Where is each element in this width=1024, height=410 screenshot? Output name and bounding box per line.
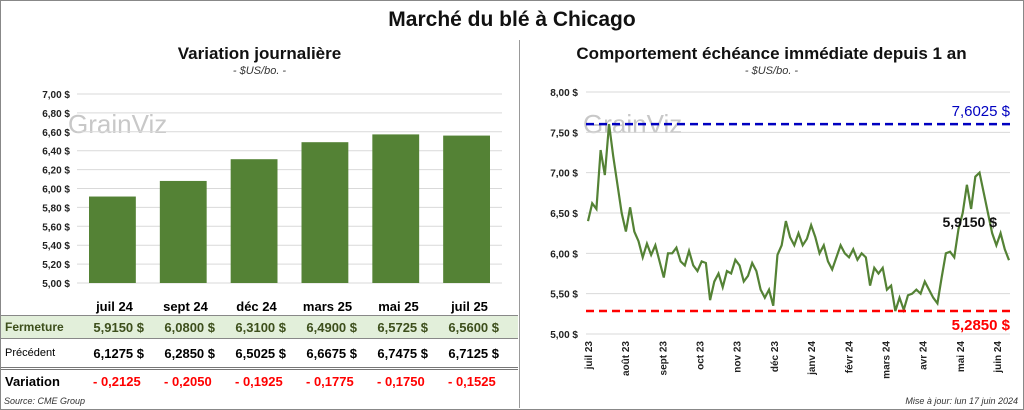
col-header: sept 24 (163, 299, 208, 314)
y-tick-label: 7,00 $ (550, 169, 578, 180)
x-tick-label: juin 24 (993, 341, 1004, 374)
cell: 6,4900 $ (306, 319, 357, 335)
y-tick-label: 8,00 $ (550, 88, 578, 99)
row-label: Fermeture (5, 320, 64, 334)
y-tick-label: 6,00 $ (550, 249, 578, 260)
y-tick-label: 5,40 $ (42, 241, 70, 252)
cell: 6,5600 $ (448, 319, 499, 335)
low-label: 5,2850 $ (952, 317, 1011, 334)
cell: 6,1275 $ (93, 345, 144, 361)
x-tick-label: nov 23 (733, 341, 744, 373)
y-tick-label: 5,00 $ (550, 330, 578, 341)
bar-chart-title: Variation journalière (177, 44, 342, 63)
cell: 6,5025 $ (235, 345, 286, 361)
col-header: juil 24 (96, 299, 133, 314)
x-tick-label: mars 24 (881, 341, 892, 379)
bar-mai 25 (372, 134, 420, 283)
col-header: mai 25 (378, 299, 419, 314)
x-tick-label: juil 23 (584, 341, 595, 371)
y-tick-label: 6,60 $ (42, 128, 70, 139)
y-tick-label: 6,00 $ (42, 185, 70, 196)
y-tick-label: 7,50 $ (550, 128, 578, 139)
bar-mars 25 (301, 142, 349, 283)
table-row-precedent: Précédent 6,1275 $ 6,2850 $ 6,5025 $ 6,6… (1, 340, 518, 366)
bar-chart-unit: - $US/bo. - (232, 65, 287, 77)
price-line (586, 123, 1011, 314)
x-tick-label: mai 24 (956, 341, 967, 373)
col-header: mars 25 (302, 299, 353, 314)
bar-sept 24 (159, 180, 207, 283)
high-label: 7,6025 $ (952, 103, 1011, 120)
table-row-fermeture: Fermeture 5,9150 $ 6,0800 $ 6,3100 $ 6,4… (1, 315, 518, 339)
update-note: Mise à jour: lun 17 juin 2024 (905, 396, 1018, 406)
y-tick-label: 6,80 $ (42, 109, 70, 120)
line-chart-unit: - $US/bo. - (744, 65, 799, 77)
bar-juil 24 (89, 196, 136, 283)
y-tick-label: 5,20 $ (42, 260, 70, 271)
x-tick-label: août 23 (621, 341, 632, 376)
cell: 6,7125 $ (448, 345, 499, 361)
cell: - 0,2050 (164, 374, 212, 389)
y-tick-label: 5,80 $ (42, 203, 70, 214)
cell: 6,2850 $ (164, 345, 215, 361)
last-price-label: 5,9150 $ (943, 214, 998, 230)
cell: - 0,1525 (448, 374, 496, 389)
y-tick-label: 5,00 $ (42, 279, 70, 290)
table-header-row: juil 24 sept 24 déc 24 mars 25 mai 25 ju… (1, 298, 518, 315)
x-tick-label: déc 23 (770, 341, 781, 373)
y-tick-label: 5,50 $ (550, 290, 578, 301)
table-row-variation: Variation - 0,2125 - 0,2050 - 0,1925 - 0… (1, 367, 518, 393)
cell: 6,0800 $ (164, 319, 215, 335)
bar-déc 24 (230, 159, 278, 283)
x-tick-label: avr 24 (919, 341, 930, 370)
y-tick-label: 6,40 $ (42, 147, 70, 158)
watermark-logo: GrainViz (68, 109, 167, 139)
panel-divider (519, 40, 520, 408)
x-tick-label: sept 23 (658, 341, 669, 376)
cell: 6,7475 $ (377, 345, 428, 361)
cell: - 0,1750 (377, 374, 425, 389)
col-header: déc 24 (236, 299, 277, 314)
x-tick-label: janv 24 (807, 341, 818, 376)
cell: 5,9150 $ (93, 319, 144, 335)
main-title: Marché du blé à Chicago (388, 8, 636, 31)
source-note: Source: CME Group (4, 396, 86, 406)
line-chart-title: Comportement échéance immédiate depuis 1… (576, 44, 967, 63)
x-tick-label: févr 24 (844, 341, 855, 374)
bar-juil 25 (443, 135, 490, 283)
y-tick-label: 6,50 $ (550, 209, 578, 220)
y-tick-label: 6,20 $ (42, 166, 70, 177)
cell: 6,6675 $ (306, 345, 357, 361)
x-tick-label: oct 23 (696, 341, 707, 370)
cell: - 0,1775 (306, 374, 354, 389)
y-tick-label: 7,00 $ (42, 90, 70, 101)
cell: - 0,2125 (93, 374, 141, 389)
cell: 6,5725 $ (377, 319, 428, 335)
cell: - 0,1925 (235, 374, 283, 389)
y-tick-label: 5,60 $ (42, 222, 70, 233)
cell: 6,3100 $ (235, 319, 286, 335)
col-header: juil 25 (451, 299, 488, 314)
row-label: Variation (5, 374, 60, 389)
row-label: Précédent (5, 347, 56, 359)
